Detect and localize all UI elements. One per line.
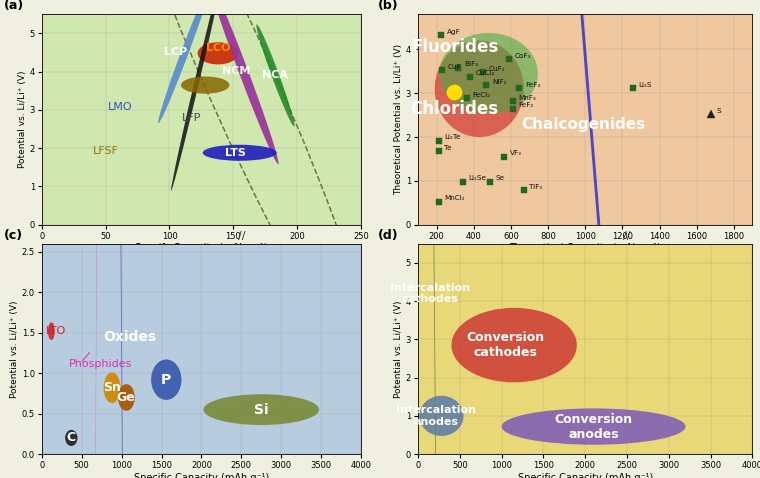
Ellipse shape	[491, 0, 691, 478]
Text: LCP: LCP	[164, 47, 188, 57]
Ellipse shape	[118, 384, 135, 411]
Ellipse shape	[435, 41, 524, 137]
Text: LCO: LCO	[206, 43, 230, 53]
Text: CoF₃: CoF₃	[515, 53, 531, 59]
Ellipse shape	[203, 145, 277, 161]
Text: (b): (b)	[378, 0, 398, 12]
X-axis label: Theoretical Capacity (mAh g⁻¹): Theoretical Capacity (mAh g⁻¹)	[509, 243, 661, 253]
Text: Se: Se	[495, 175, 504, 181]
Text: Li₂S: Li₂S	[638, 82, 651, 87]
Text: BiF₃: BiF₃	[464, 61, 478, 67]
Text: VF₃: VF₃	[510, 151, 522, 156]
Text: S: S	[716, 108, 720, 114]
Text: Phosphides: Phosphides	[69, 358, 132, 369]
Ellipse shape	[103, 372, 120, 403]
Y-axis label: Theoretical Potential vs. Li/Li⁺ (V): Theoretical Potential vs. Li/Li⁺ (V)	[394, 44, 403, 195]
Text: Li₂Se: Li₂Se	[468, 175, 486, 181]
Ellipse shape	[420, 396, 464, 436]
Text: LTS: LTS	[226, 148, 246, 158]
Text: LFP: LFP	[182, 113, 201, 123]
Text: CuCl₂: CuCl₂	[476, 70, 496, 76]
Text: CuF: CuF	[448, 64, 461, 70]
Ellipse shape	[171, 0, 224, 191]
Ellipse shape	[181, 76, 230, 94]
Ellipse shape	[65, 430, 78, 446]
Text: FeF₃: FeF₃	[525, 82, 540, 87]
Text: (d): (d)	[378, 228, 398, 242]
Ellipse shape	[198, 42, 239, 65]
Ellipse shape	[256, 24, 295, 127]
Text: C: C	[67, 432, 76, 445]
Text: Conversion
cathodes: Conversion cathodes	[467, 331, 545, 359]
Text: Conversion
anodes: Conversion anodes	[555, 413, 632, 441]
Ellipse shape	[70, 0, 122, 478]
Text: NCM: NCM	[222, 66, 250, 76]
Ellipse shape	[208, 0, 278, 164]
Ellipse shape	[502, 408, 686, 445]
Ellipse shape	[151, 359, 182, 400]
Ellipse shape	[451, 308, 577, 382]
X-axis label: Specific Capacity (mAh g⁻¹): Specific Capacity (mAh g⁻¹)	[518, 473, 653, 478]
Ellipse shape	[204, 394, 319, 425]
X-axis label: Specifc Capacity (mAh g⁻¹): Specifc Capacity (mAh g⁻¹)	[135, 243, 268, 253]
Text: //: //	[623, 230, 631, 240]
Text: Ge: Ge	[117, 391, 135, 404]
X-axis label: Specific Capacity (mAh g⁻¹): Specific Capacity (mAh g⁻¹)	[134, 473, 269, 478]
Text: LFSF: LFSF	[93, 146, 119, 156]
Text: Oxides: Oxides	[103, 330, 156, 344]
Text: MnF₃: MnF₃	[518, 95, 536, 101]
Text: Chalcogenides: Chalcogenides	[521, 117, 645, 132]
Text: FeF₂: FeF₂	[518, 102, 534, 108]
Text: (c): (c)	[4, 228, 23, 242]
Text: Li₂Te: Li₂Te	[445, 134, 461, 140]
Text: NiF₂: NiF₂	[492, 79, 506, 85]
Ellipse shape	[158, 0, 211, 123]
Text: Si: Si	[254, 402, 268, 417]
Text: Intercalation
cathodes: Intercalation cathodes	[391, 282, 470, 304]
Text: Sn: Sn	[103, 381, 121, 394]
Y-axis label: Potential vs. Li/Li⁺ (V): Potential vs. Li/Li⁺ (V)	[394, 300, 403, 398]
Text: MnCl₂: MnCl₂	[445, 196, 465, 202]
Text: Intercalation
anodes: Intercalation anodes	[395, 405, 476, 427]
Text: Fluorides: Fluorides	[411, 38, 499, 56]
Ellipse shape	[422, 0, 447, 478]
Text: //: //	[238, 230, 245, 240]
Text: Chlorides: Chlorides	[410, 99, 499, 118]
Text: LMO: LMO	[108, 102, 133, 112]
Text: (a): (a)	[4, 0, 24, 12]
Text: CuF₂: CuF₂	[489, 66, 505, 72]
Ellipse shape	[88, 0, 155, 478]
Text: FeCl₂: FeCl₂	[472, 92, 490, 98]
Y-axis label: Potential vs. Li/Li⁺ (V): Potential vs. Li/Li⁺ (V)	[10, 300, 19, 398]
Ellipse shape	[48, 322, 55, 340]
Text: AgF: AgF	[447, 29, 461, 35]
Ellipse shape	[439, 33, 538, 114]
Text: TiF₃: TiF₃	[529, 184, 542, 190]
Text: LTO: LTO	[46, 326, 65, 336]
Y-axis label: Potential vs. Li/Li⁺ (V): Potential vs. Li/Li⁺ (V)	[17, 71, 27, 168]
Text: NCA: NCA	[262, 70, 289, 80]
Text: P: P	[161, 373, 171, 387]
Text: Te: Te	[445, 145, 452, 151]
